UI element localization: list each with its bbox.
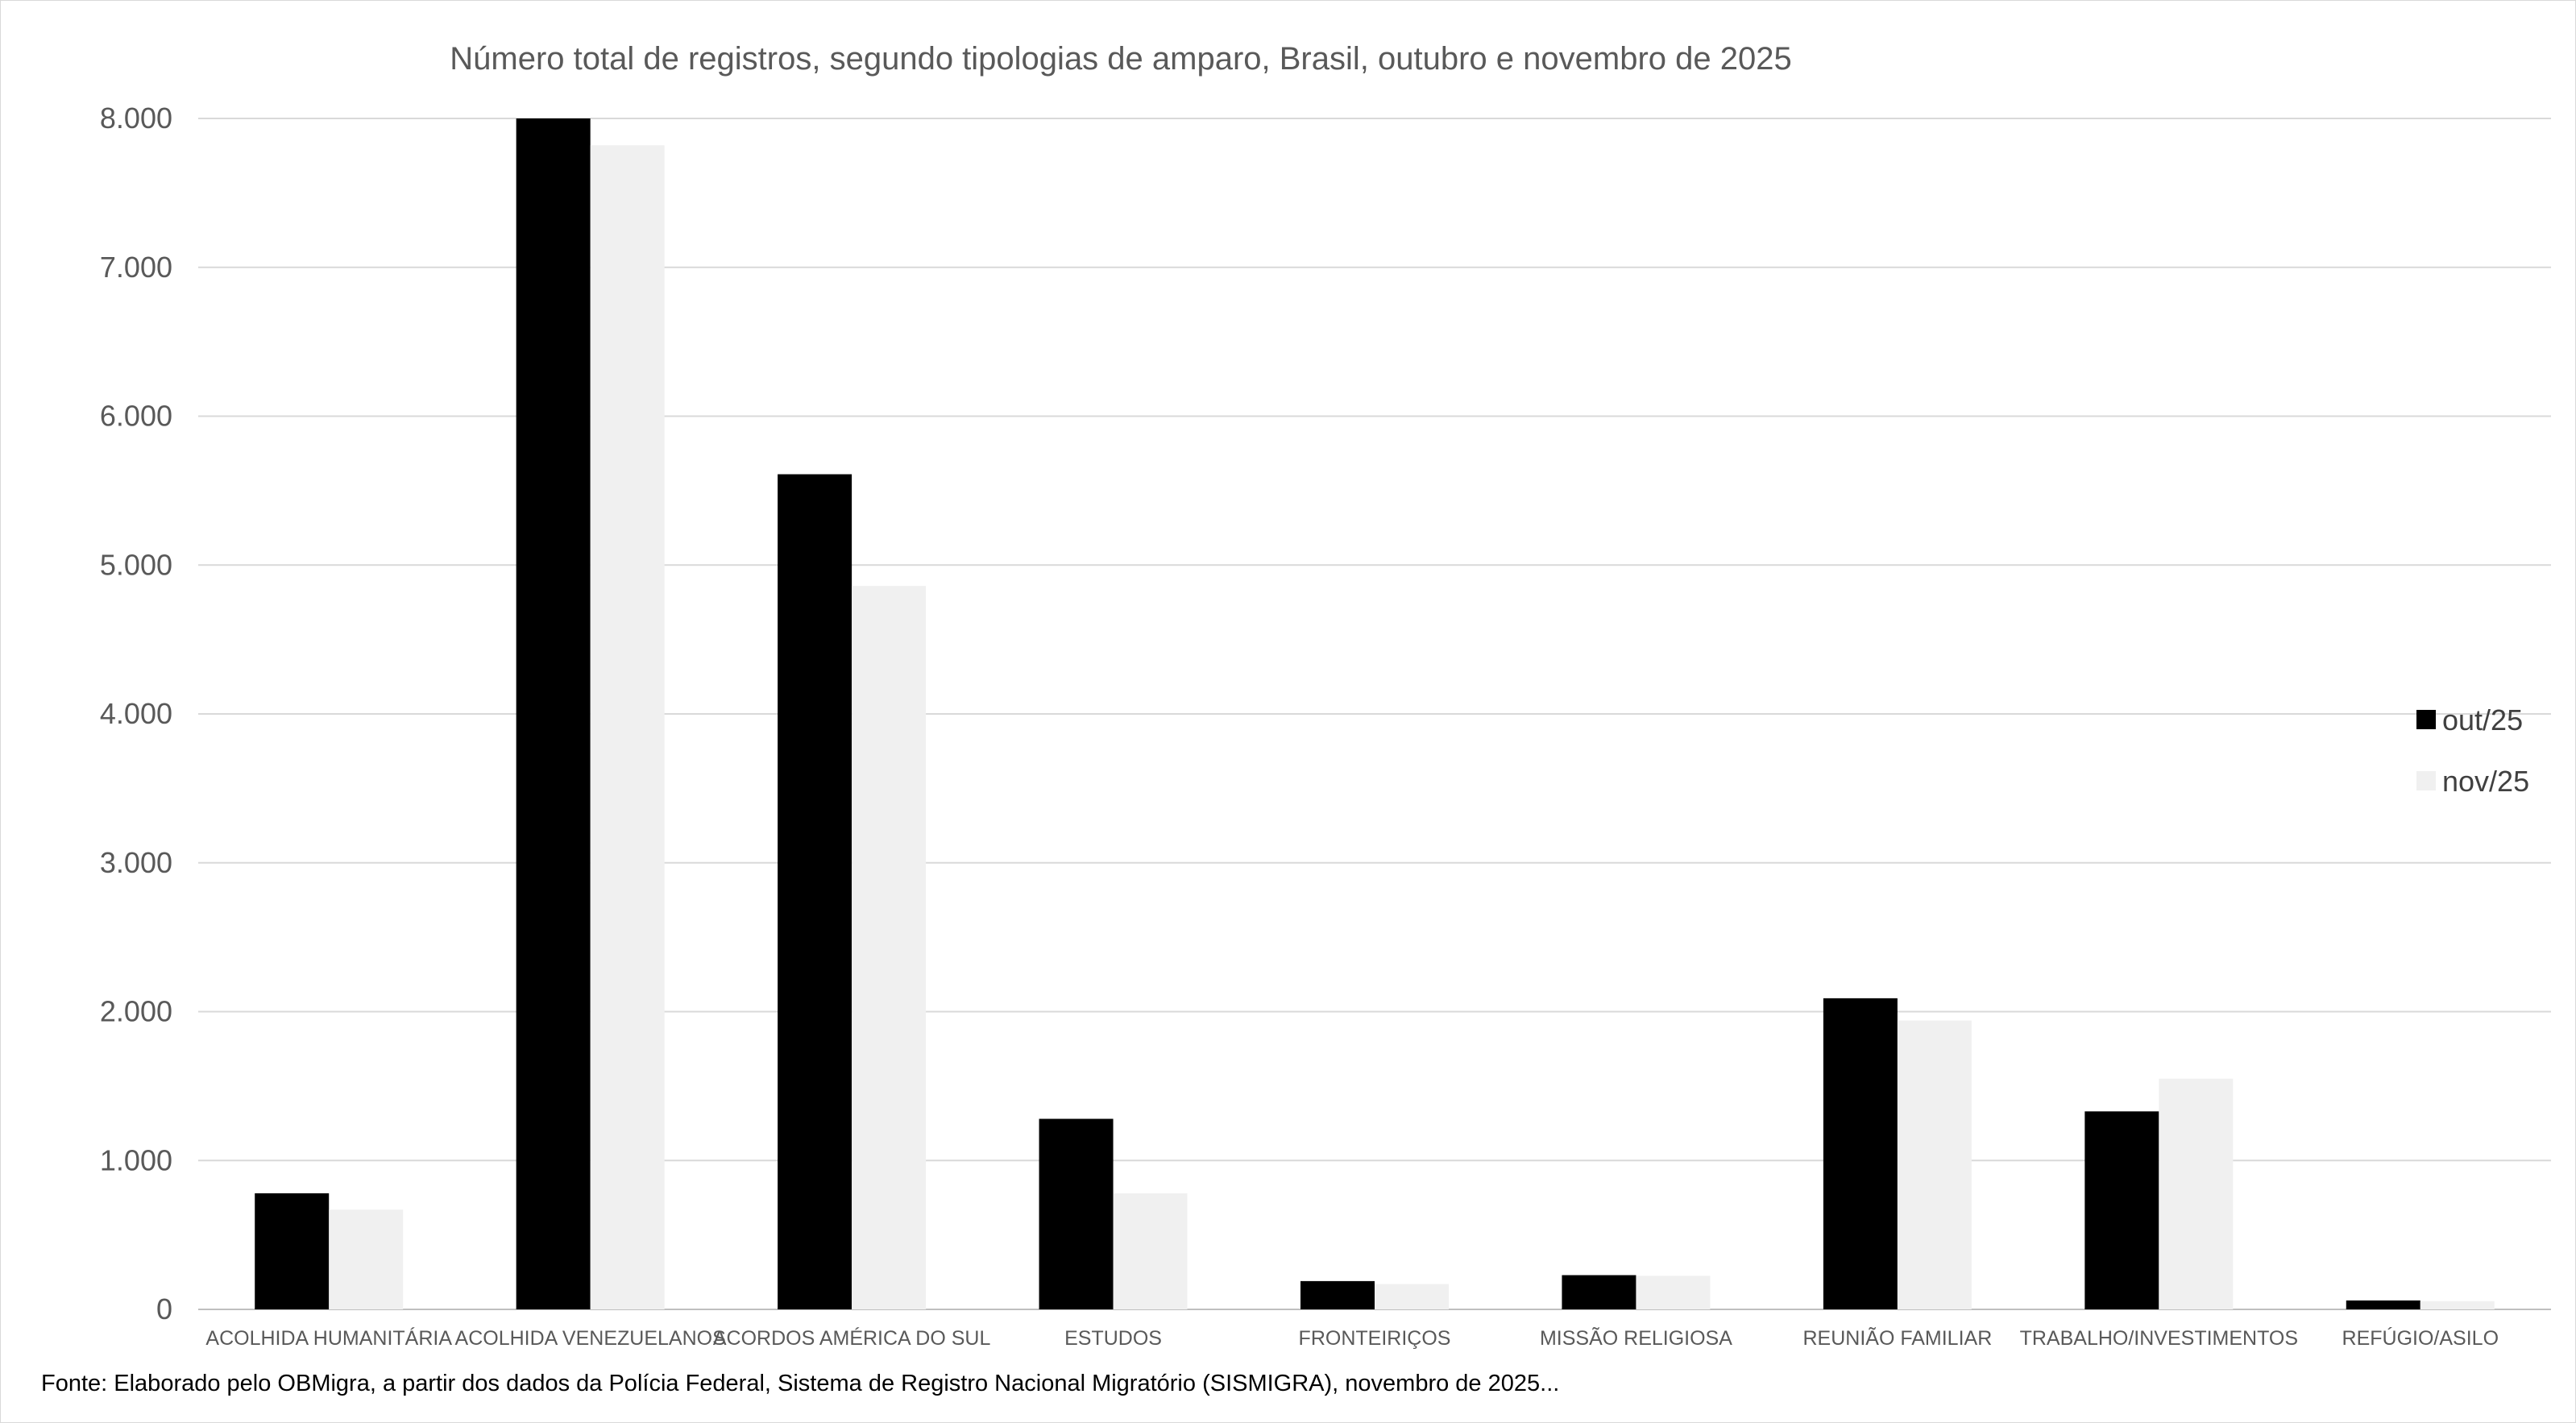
x-tick-label: MISSÃO RELIGIOSA [1540,1326,1732,1350]
legend-swatch-out-25 [2416,710,2436,729]
bar-out-25-8 [2346,1300,2420,1309]
bar-nov-25-8 [2420,1301,2495,1309]
legend-label-out-25: out/25 [2442,703,2523,736]
bar-nov-25-4 [1375,1284,1449,1309]
bar-nov-25-3 [1113,1193,1188,1309]
bar-out-25-6 [1823,998,1898,1309]
y-tick-label: 7.000 [100,251,172,284]
legend-label-nov-25: nov/25 [2442,765,2529,798]
x-tick-label: TRABALHO/INVESTIMENTOS [2020,1327,2298,1350]
x-tick-label: ACOLHIDA VENEZUELANOS [455,1327,726,1350]
bar-out-25-5 [1562,1275,1636,1309]
bar-nov-25-6 [1897,1020,1972,1309]
y-axis-tick-labels: 0 1.000 2.000 3.000 4.000 5.000 6.000 7.000 8.00… [100,102,172,1326]
bar-out-25-1 [516,118,591,1309]
y-tick-label: 6.000 [100,400,172,433]
x-tick-label: REFÚGIO/ASILO [2342,1326,2499,1350]
x-tick-label: REUNIÃO FAMILIAR [1803,1326,1993,1350]
chart-title: Número total de registros, segundo tipol… [450,41,1791,77]
bar-out-25-2 [778,474,852,1309]
x-tick-label: FRONTEIRIÇOS [1299,1327,1451,1350]
bar-nov-25-7 [2159,1078,2234,1309]
y-tick-label: 0 [156,1292,172,1326]
x-axis-tick-labels: ACOLHIDA HUMANITÁRIA ACOLHIDA VENEZUELANO… [205,1326,2499,1350]
y-tick-label: 4.000 [100,697,172,730]
x-tick-label: ACOLHIDA HUMANITÁRIA [205,1326,452,1350]
legend: out/25 nov/25 [2416,703,2529,798]
y-tick-label: 3.000 [100,846,172,879]
bar-out-25-0 [255,1193,330,1309]
bar-nov-25-0 [329,1209,404,1309]
bar-out-25-4 [1300,1280,1375,1309]
bar-out-25-7 [2084,1111,2159,1309]
source-note: Fonte: Elaborado pelo OBMigra, a partir … [41,1371,1559,1396]
y-tick-label: 8.000 [100,102,172,135]
legend-swatch-nov-25 [2416,771,2436,790]
x-tick-label: ESTUDOS [1064,1327,1162,1350]
bar-nov-25-2 [852,586,927,1309]
bar-nov-25-5 [1636,1276,1711,1309]
y-tick-label: 2.000 [100,995,172,1028]
x-tick-label: ACORDOS AMÉRICA DO SUL [713,1326,991,1350]
bar-nov-25-1 [590,145,665,1309]
bar-out-25-3 [1039,1118,1114,1309]
y-tick-label: 1.000 [100,1143,172,1176]
y-tick-label: 5.000 [100,548,172,581]
bars [255,118,2495,1309]
